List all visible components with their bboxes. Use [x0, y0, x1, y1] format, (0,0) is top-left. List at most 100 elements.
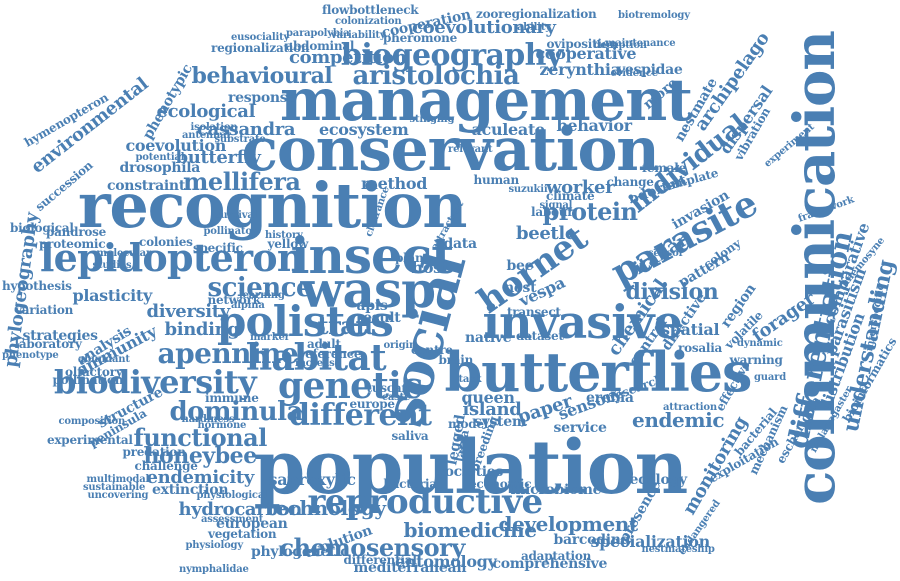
word-human: human: [473, 173, 520, 187]
word-survival: survival: [215, 210, 258, 221]
word-physiology: physiology: [185, 540, 244, 551]
word-sustainable: sustainable: [83, 482, 146, 493]
word-erebia: erebia: [586, 390, 634, 406]
word-biotremology: biotremology: [618, 10, 690, 21]
word-habitat: habitat: [246, 337, 387, 379]
word-phenotype: phenotype: [2, 350, 59, 361]
word-adult: adult: [307, 337, 341, 351]
word-eusociality: eusociality: [231, 32, 290, 43]
word-entomology: entomology: [395, 552, 497, 571]
word-science: science: [207, 273, 313, 303]
word-evidence: evidence: [610, 68, 659, 79]
word-phylogenetic: phylogenetic: [251, 544, 349, 560]
word-nestmateship: nestmateship: [641, 544, 715, 555]
word-studies: studies: [92, 260, 132, 271]
word-conservation: conservation: [241, 115, 660, 185]
word-societies: societies: [437, 464, 504, 480]
word-stinging: stinging: [409, 114, 455, 125]
word-pheromone: pheromone: [383, 31, 457, 45]
word-challenge: challenge: [134, 459, 198, 473]
word-antennal: antennal: [182, 130, 230, 141]
word-chemosensory: chemosensory: [279, 533, 466, 562]
word-drosophila: drosophila: [119, 160, 201, 176]
word-uncovering: uncovering: [87, 490, 149, 501]
word-beetle: beetle: [516, 223, 576, 244]
word-endemicity: endemicity: [146, 467, 255, 488]
word-cooperative: cooperative: [535, 44, 637, 63]
word-system: system: [474, 414, 527, 430]
word-ecosystem: ecosystem: [319, 120, 409, 139]
word-colonies: colonies: [139, 235, 193, 249]
word-coevolution: coevolution: [125, 136, 227, 155]
word-learning: learning: [239, 290, 285, 301]
word-method: method: [361, 174, 428, 193]
word-biomedicine: biomedicine: [403, 518, 537, 542]
word-functional: functional: [133, 423, 268, 452]
word-regionalization: regionalization: [211, 41, 310, 55]
word-origin: origin: [383, 340, 417, 351]
word-service: service: [553, 420, 607, 436]
word-hormone: hormone: [197, 420, 247, 431]
word-technology: technology: [266, 496, 387, 520]
word-adaptation: adaptation: [521, 549, 592, 563]
word-coevolutionary: coevolutionary: [412, 17, 556, 38]
word-worker: worker: [546, 177, 615, 198]
word-predation: predation: [122, 445, 186, 459]
word-model: model: [448, 417, 489, 431]
word-saproxylic: saproxylic: [268, 470, 357, 489]
word-vegetation: vegetation: [208, 527, 277, 541]
word-microbiome: microbiome: [510, 482, 602, 498]
word-cassandra: cassandra: [197, 119, 296, 140]
word-pandrose: pandrose: [46, 225, 107, 239]
word-honeybee: honeybee: [143, 443, 258, 469]
word-island: island: [462, 399, 522, 420]
word-history: history: [265, 230, 303, 241]
word-reproductive: reproductive: [307, 482, 544, 522]
word-hardiness: hardiness: [181, 414, 235, 425]
word-physiological: physiological: [196, 490, 268, 501]
word-potential: potential: [135, 152, 185, 163]
word-dataset: dataset: [516, 329, 564, 343]
word-queen: queen: [461, 388, 516, 407]
word-apennine: apennine: [157, 337, 299, 370]
word-economic: economic: [469, 477, 532, 491]
word-genetic: genetic: [278, 365, 423, 407]
word-aculeate: aculeate: [471, 120, 546, 139]
word-molecular: molecular: [96, 248, 152, 259]
word-spatial: spatial: [661, 320, 720, 339]
word-bee: bee: [506, 258, 534, 274]
word-substrate: substrate: [214, 134, 266, 145]
word-climate: climate: [546, 189, 595, 203]
word-maintenance: maintenance: [605, 38, 676, 49]
word-european: european: [216, 516, 288, 532]
word-colonization: colonization: [335, 16, 402, 27]
word-centre: centre: [411, 343, 453, 357]
word-biodiversity: biodiversity: [54, 363, 257, 401]
word-network: network: [207, 293, 261, 307]
word-butterflies: butterflies: [444, 340, 753, 404]
word-biological: biological: [10, 221, 74, 235]
word-multimodal: multimodal: [86, 474, 150, 485]
word-transect: transect: [507, 305, 561, 319]
word-competition: competition: [289, 47, 407, 68]
word-female: female: [642, 161, 687, 175]
word-zerynthia: zerynthia: [539, 60, 622, 79]
word-relevant: relevant: [448, 144, 493, 155]
word-change: change: [606, 175, 654, 189]
word-differential: differential: [343, 553, 417, 567]
word-comprehensive: comprehensive: [492, 556, 608, 572]
word-insect: insect: [290, 226, 455, 285]
word-dynamic: dynamic: [737, 338, 783, 349]
word-tuscan: tuscan: [366, 381, 411, 395]
word-trait: trait: [317, 311, 376, 340]
word-barcoding: barcoding: [553, 532, 631, 548]
word-mediterranean: mediterranean: [353, 560, 467, 576]
word-laboratory: laboratory: [14, 337, 83, 351]
word-constraint: constraint: [107, 178, 186, 194]
word-biogeography: biogeography: [341, 38, 563, 73]
word-guard: guard: [754, 372, 787, 383]
word-experimental: experimental: [47, 433, 133, 447]
word-proteomic: proteomic: [39, 237, 106, 251]
word-dominula: dominula: [169, 397, 304, 427]
